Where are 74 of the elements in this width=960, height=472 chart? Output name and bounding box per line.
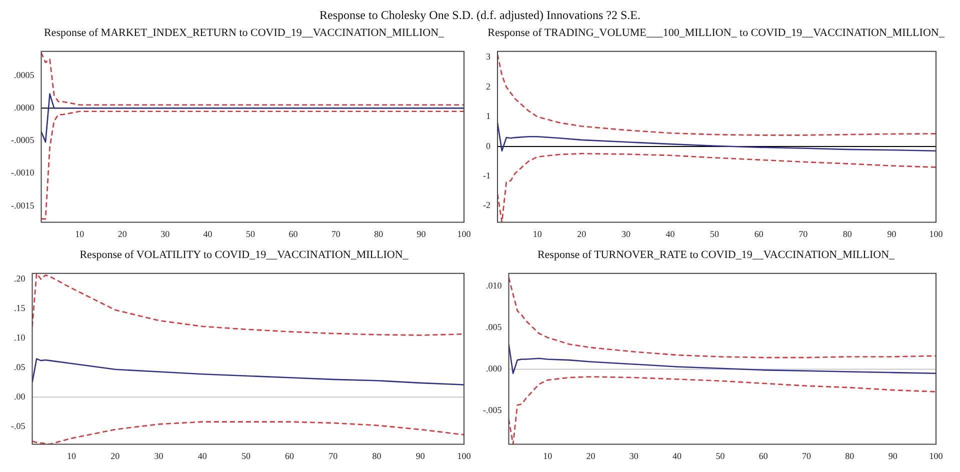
x-tick-label: 10 bbox=[532, 228, 542, 239]
x-tick-label: 90 bbox=[887, 228, 897, 239]
chart-title: Response of TRADING_VOLUME___100_MILLION_ to COVID_19__VACCINATION_MILLION_ bbox=[486, 27, 946, 39]
line-series bbox=[508, 276, 936, 358]
y-tick-label: .0005 bbox=[14, 70, 35, 80]
y-tick-label: 0 bbox=[486, 140, 491, 151]
line-series bbox=[508, 376, 936, 444]
x-tick-label: 100 bbox=[929, 228, 944, 239]
y-tick-label: -.0010 bbox=[10, 168, 35, 178]
x-tick-label: 30 bbox=[154, 450, 164, 461]
x-tick-label: 50 bbox=[710, 228, 720, 239]
y-tick-label: 1 bbox=[486, 111, 490, 122]
x-tick-label: 40 bbox=[672, 450, 682, 461]
y-tick-label: -.0005 bbox=[10, 135, 35, 146]
y-tick-label: .000 bbox=[486, 364, 502, 374]
x-tick-label: 80 bbox=[842, 228, 852, 239]
y-tick-label: .05 bbox=[14, 362, 26, 372]
y-tick-label: .10 bbox=[14, 332, 26, 343]
x-tick-label: 60 bbox=[288, 228, 298, 239]
x-tick-label: 50 bbox=[241, 450, 251, 461]
x-tick-label: 30 bbox=[621, 228, 631, 239]
x-tick-label: 70 bbox=[328, 450, 338, 461]
line-series bbox=[32, 421, 464, 444]
line-series bbox=[497, 152, 936, 222]
y-tick-label: .005 bbox=[486, 322, 502, 332]
y-tick-label: 3 bbox=[486, 52, 491, 62]
y-tick-label: .0000 bbox=[14, 102, 35, 112]
x-tick-label: 50 bbox=[716, 450, 726, 461]
y-tick-label: -1 bbox=[482, 170, 490, 181]
y-tick-label: .00 bbox=[14, 391, 26, 402]
x-tick-label: 10 bbox=[543, 450, 553, 461]
x-tick-label: 60 bbox=[285, 450, 295, 461]
y-tick-label: -2 bbox=[482, 200, 490, 210]
chart-title: Response of TURNOVER_RATE to COVID_19__VACCINATION_MILLION_ bbox=[536, 249, 896, 261]
y-tick-label: .20 bbox=[14, 274, 26, 284]
line-series bbox=[41, 52, 464, 106]
x-tick-label: 40 bbox=[198, 450, 208, 461]
x-tick-label: 80 bbox=[372, 450, 382, 461]
x-tick-label: 90 bbox=[416, 228, 426, 239]
x-tick-label: 70 bbox=[331, 228, 341, 239]
x-tick-label: 40 bbox=[203, 228, 213, 239]
x-tick-label: 20 bbox=[110, 450, 120, 461]
line-series bbox=[32, 273, 464, 336]
x-tick-label: 70 bbox=[798, 228, 808, 239]
x-tick-label: 30 bbox=[160, 228, 170, 239]
x-tick-label: 10 bbox=[75, 228, 85, 239]
x-tick-label: 100 bbox=[457, 450, 472, 461]
x-tick-label: 50 bbox=[246, 228, 256, 239]
x-tick-label: 20 bbox=[118, 228, 128, 239]
line-series bbox=[41, 110, 464, 220]
x-tick-label: 80 bbox=[845, 450, 855, 461]
x-tick-label: 20 bbox=[577, 228, 587, 239]
x-tick-label: 90 bbox=[416, 450, 426, 461]
x-tick-label: 60 bbox=[758, 450, 768, 461]
line-series bbox=[497, 54, 936, 136]
x-tick-label: 90 bbox=[888, 450, 898, 461]
x-tick-label: 70 bbox=[802, 450, 812, 461]
y-tick-label: -.005 bbox=[482, 405, 502, 416]
chart-subtitle: Response of MARKET_INDEX_RETURN to COVID_19__VACCINATION_MILLION_ bbox=[42, 27, 446, 39]
x-tick-label: 10 bbox=[66, 450, 76, 461]
x-tick-label: 80 bbox=[374, 228, 384, 239]
y-tick-label: .15 bbox=[14, 303, 26, 314]
x-tick-label: 30 bbox=[629, 450, 639, 461]
x-tick-label: 60 bbox=[754, 228, 764, 239]
x-tick-label: 20 bbox=[586, 450, 596, 461]
y-tick-label: .010 bbox=[486, 280, 502, 290]
y-tick-label: -.0015 bbox=[10, 200, 35, 210]
y-tick-label: -.05 bbox=[10, 420, 26, 431]
x-tick-label: 40 bbox=[666, 228, 676, 239]
chart-title: Response of VOLATILITY to COVID_19__VACCINATION_MILLION_ bbox=[78, 249, 410, 261]
y-tick-label: 2 bbox=[486, 81, 490, 92]
x-tick-label: 100 bbox=[457, 228, 472, 239]
x-tick-label: 100 bbox=[929, 450, 944, 461]
chart-title: Response to Cholesky One S.D. (d.f. adjusted) Innovations ?2 S.E. bbox=[318, 8, 642, 23]
